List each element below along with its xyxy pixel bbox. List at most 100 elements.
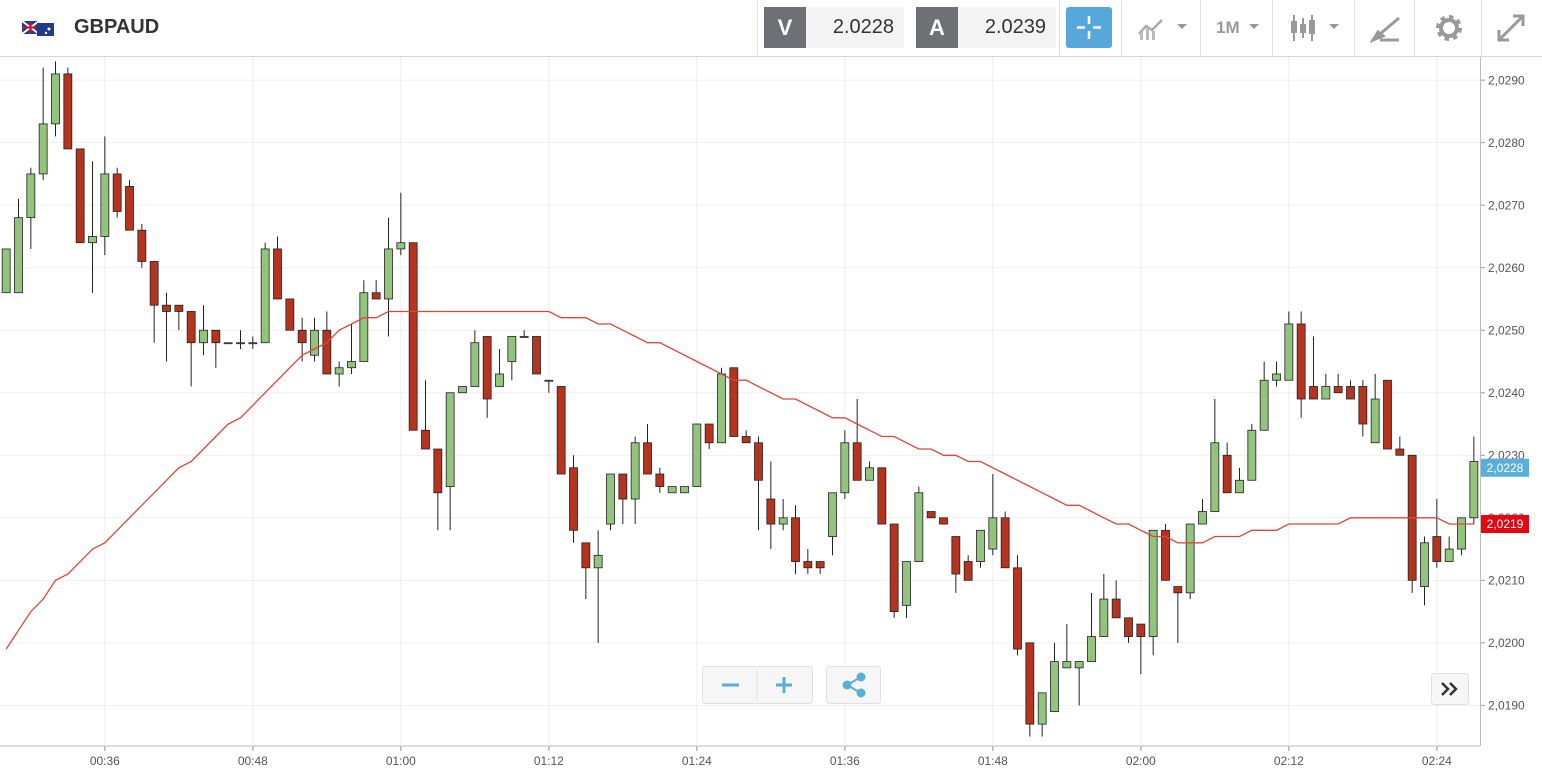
candle-body — [125, 186, 134, 231]
flag-icon — [22, 20, 54, 36]
candle-body — [1432, 536, 1442, 562]
candle-body — [75, 148, 85, 244]
candle-body — [754, 442, 763, 481]
candle-body — [1111, 598, 1121, 619]
x-tick-label: 01:12 — [534, 754, 564, 768]
candle-body — [1296, 323, 1306, 400]
candle-body — [1136, 623, 1146, 637]
timeframe-button[interactable]: 1M — [1216, 18, 1240, 37]
candle-body — [1025, 642, 1035, 725]
candle-body — [643, 442, 652, 475]
x-tick-label: 01:24 — [682, 754, 712, 768]
candle-body — [186, 311, 196, 344]
candle-body — [371, 292, 381, 300]
x-tick-label: 00:36 — [90, 754, 120, 768]
candle-body — [1247, 429, 1257, 481]
candle-body — [1087, 636, 1096, 662]
candle-body — [1444, 548, 1454, 562]
candle-body — [1124, 617, 1133, 637]
candle-body — [1173, 586, 1183, 594]
candle-body — [445, 392, 455, 487]
y-tick-label: 2,0260 — [1488, 261, 1525, 275]
candle-body — [112, 173, 122, 212]
candle-body — [606, 473, 615, 525]
candle-body — [88, 236, 97, 244]
candle-body — [618, 473, 628, 500]
moving-average-line — [5, 310, 1474, 650]
candle-body — [470, 342, 480, 387]
candle-body — [26, 173, 36, 219]
share-button[interactable] — [826, 666, 881, 704]
candle-body — [988, 517, 998, 550]
candle-body — [384, 248, 393, 300]
candle-body — [236, 342, 245, 345]
toolbar: GBPAUD V 2.0228 A 2.0239 1M — [0, 0, 1542, 57]
candle-body — [532, 336, 541, 375]
candle-body — [322, 329, 332, 375]
candle-body — [655, 473, 665, 487]
zoom-controls — [702, 666, 881, 704]
candle-body — [1420, 542, 1429, 587]
price-marker — [1481, 515, 1529, 534]
candle-body — [778, 517, 788, 525]
candle-body — [1346, 386, 1355, 400]
candle-body — [1469, 461, 1479, 519]
candle-body — [680, 486, 689, 494]
candle-body — [729, 367, 739, 437]
bid-label[interactable]: V — [764, 7, 806, 48]
candle-body — [100, 173, 110, 237]
symbol: GBPAUD — [74, 16, 160, 38]
candle-body — [433, 448, 443, 494]
crosshair-button[interactable] — [1066, 7, 1112, 48]
settings-button[interactable] — [1433, 12, 1465, 44]
x-tick-label: 01:36 — [830, 754, 860, 768]
y-tick-label: 2,0210 — [1488, 573, 1525, 587]
candle-body — [1099, 598, 1109, 637]
candle-body — [1062, 661, 1072, 669]
candle-body — [951, 536, 961, 575]
candle-body — [865, 467, 874, 481]
candle-body — [347, 361, 356, 369]
candle-body — [889, 523, 899, 612]
candle-type-button[interactable] — [1288, 12, 1344, 44]
draw-tool-button[interactable] — [1370, 12, 1402, 44]
chart-type-button[interactable] — [1136, 14, 1192, 42]
candle-body — [828, 492, 837, 537]
scroll-end-button[interactable] — [1431, 673, 1469, 705]
candle-body — [630, 442, 640, 500]
x-tick-label: 00:48 — [238, 754, 268, 768]
zoom-in-button[interactable] — [776, 677, 792, 693]
candle-body — [421, 429, 430, 450]
candle-body — [285, 298, 295, 331]
candle-body — [359, 292, 369, 362]
candle-body — [507, 336, 517, 362]
candle-body — [1013, 567, 1022, 650]
candle-body — [581, 542, 591, 569]
candle-body — [1333, 386, 1343, 394]
price-marker-label: 2,0228 — [1487, 461, 1524, 475]
y-tick-label: 2,0270 — [1488, 198, 1525, 212]
candle-body — [852, 442, 862, 481]
candle-body — [458, 386, 467, 394]
candle-body — [803, 561, 813, 569]
ask-price[interactable]: 2.0239 — [958, 7, 1056, 48]
candle-body — [1198, 511, 1207, 525]
candle-body — [741, 436, 751, 444]
candle-body — [1284, 323, 1294, 381]
candle-body — [297, 329, 307, 344]
candle-body — [544, 379, 554, 382]
candle-body — [1309, 386, 1318, 400]
x-tick-label: 02:12 — [1274, 754, 1304, 768]
candle-body — [38, 123, 48, 175]
candle-body — [1185, 523, 1195, 594]
candle-body — [1383, 379, 1392, 450]
y-tick-label: 2,0280 — [1488, 136, 1525, 150]
candle-body — [963, 561, 973, 581]
ask-label[interactable]: A — [916, 7, 958, 48]
candle-body — [815, 561, 825, 569]
bid-price[interactable]: 2.0228 — [806, 7, 904, 48]
timeframe-arrow — [1249, 24, 1259, 29]
fullscreen-button[interactable] — [1495, 12, 1527, 44]
candle-body — [1272, 373, 1281, 381]
candle-body — [1358, 386, 1368, 425]
